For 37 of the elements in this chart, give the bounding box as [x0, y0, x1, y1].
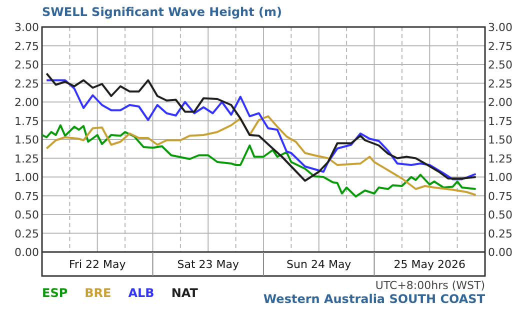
y2-tick-label: 1.50 [488, 134, 512, 146]
y2-tick-label: 2.50 [488, 58, 512, 72]
y-tick-label: 2.25 [14, 77, 39, 90]
y-tick-label: 0.25 [14, 227, 39, 240]
y2-tick-label: 1.25 [488, 152, 512, 166]
x-tick-label: Sun 24 May [286, 258, 352, 271]
y-tick-label: 1.25 [14, 152, 39, 166]
y2-tick-label: 2.75 [488, 40, 512, 53]
text: UTC+8:00hrs (WST) [375, 279, 485, 292]
y-tick-label: 0.75 [14, 190, 39, 203]
x-tick-label: 25 May 2026 [394, 258, 466, 271]
chart-title: SWELL Significant Wave Height (m) [42, 5, 282, 19]
y-tick-label: 2.00 [14, 96, 39, 109]
y-tick-label: 1.75 [14, 114, 39, 128]
y-tick-label: 0.00 [14, 246, 39, 259]
y-tick-label: 2.50 [14, 58, 39, 72]
y2-tick-label: 2.00 [488, 96, 512, 109]
text: NAT [171, 286, 199, 300]
y2-tick-label: 0.50 [488, 208, 512, 222]
y2-tick-label: 1.75 [488, 114, 512, 128]
y-tick-label: 1.00 [14, 171, 39, 184]
y-tick-label: 3.00 [14, 21, 39, 34]
y-tick-label: 0.50 [14, 208, 39, 222]
text: ESP [42, 286, 68, 300]
y2-tick-label: 2.25 [488, 77, 512, 90]
y2-tick-label: 1.00 [488, 171, 512, 184]
x-tick-label: Sat 23 May [177, 258, 240, 271]
y2-tick-label: 0.75 [488, 190, 512, 203]
text: Western Australia SOUTH COAST [263, 292, 486, 306]
y2-tick-label: 0.25 [488, 227, 512, 240]
y-tick-label: 2.75 [14, 40, 39, 53]
y2-tick-label: 3.00 [488, 21, 512, 34]
y-tick-label: 1.50 [14, 134, 39, 146]
x-tick-label: Fri 22 May [68, 258, 126, 271]
y2-tick-label: 0.00 [488, 246, 512, 259]
text: BRE [84, 286, 112, 300]
text: ALB [128, 286, 154, 300]
